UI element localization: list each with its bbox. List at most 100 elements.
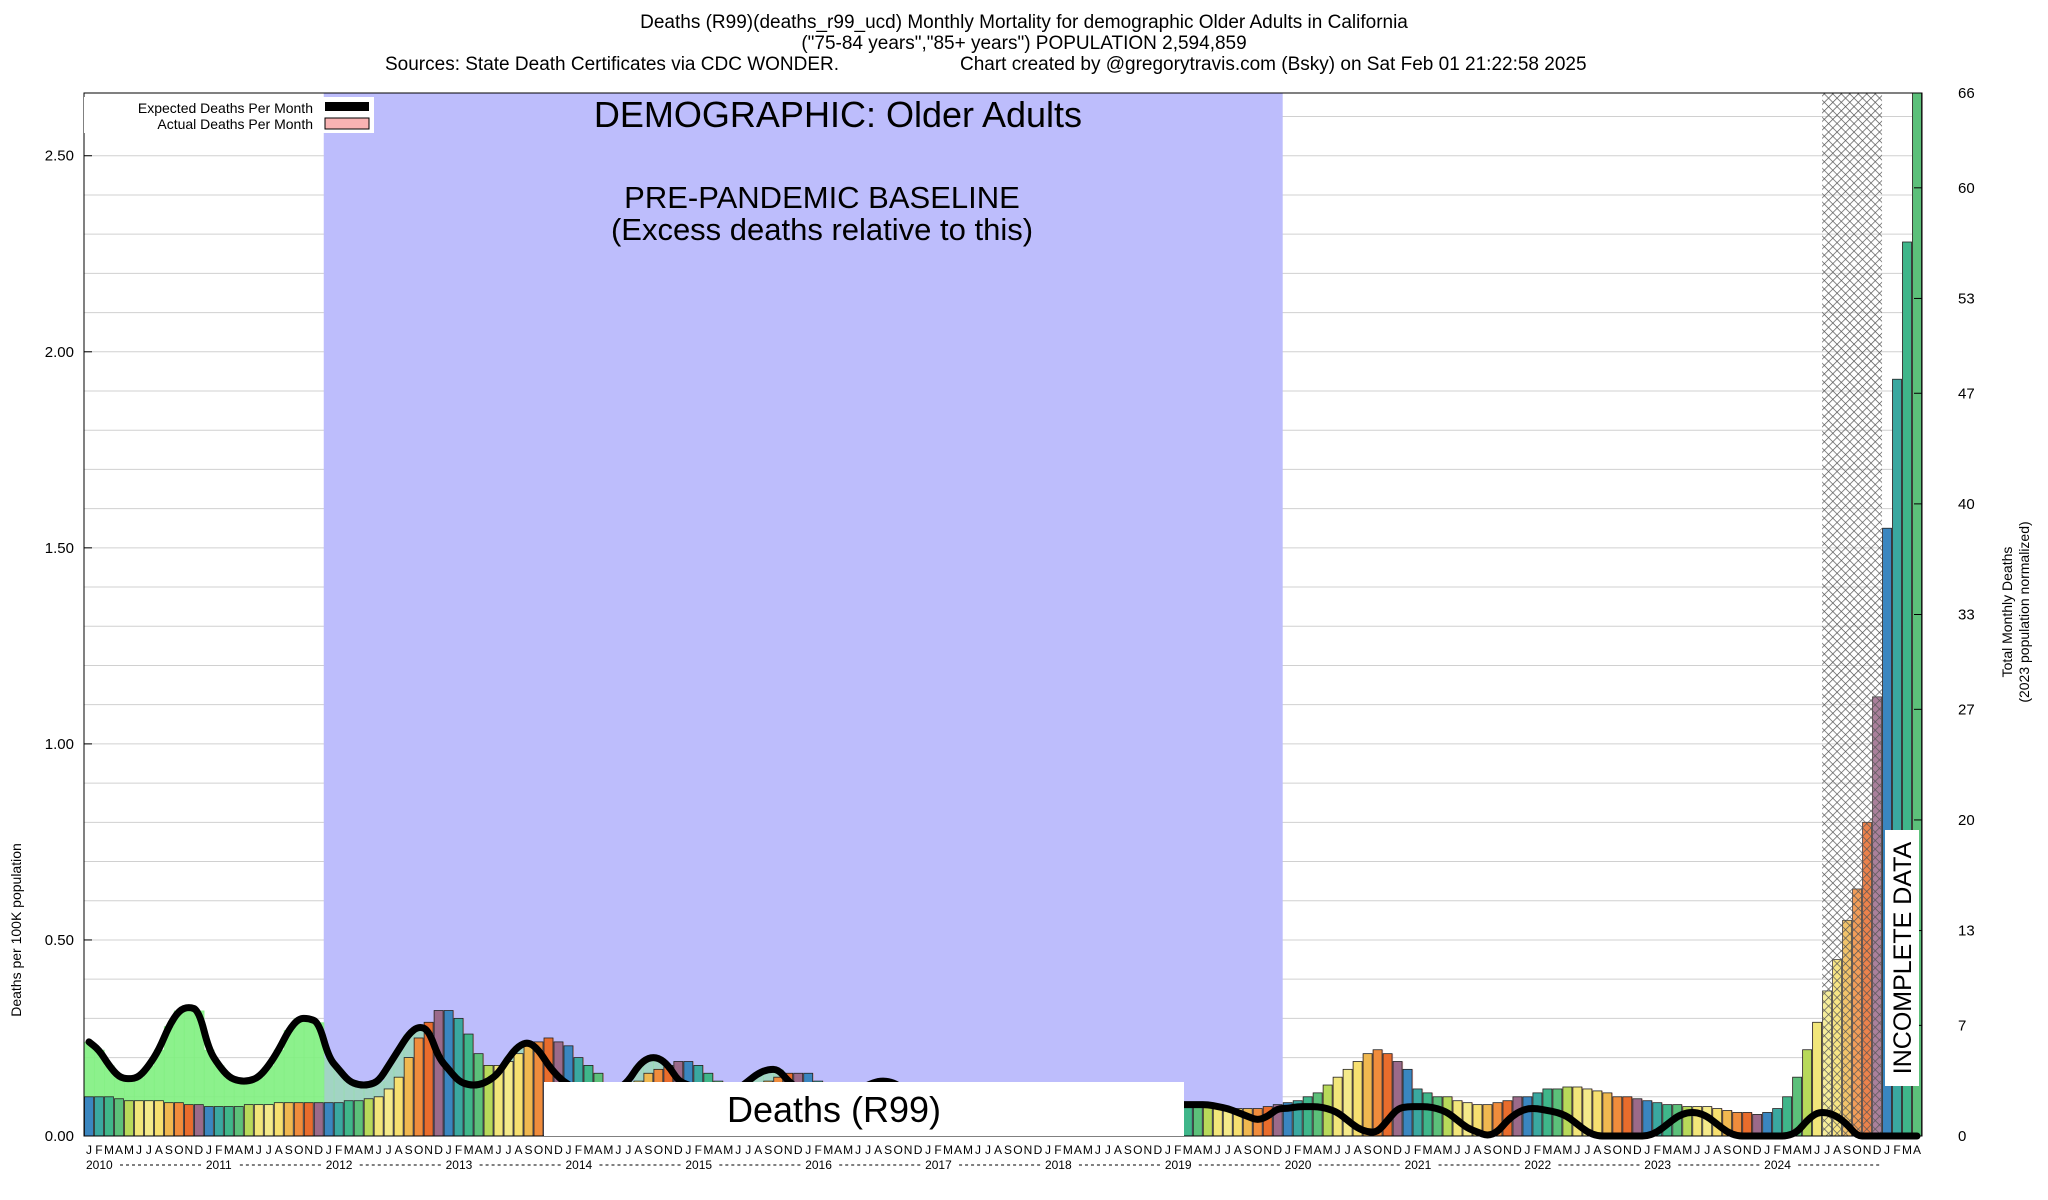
data-bar xyxy=(1392,1061,1403,1137)
below-expected-area xyxy=(253,1077,265,1105)
x-year-label: 2014 xyxy=(565,1158,592,1172)
below-expected-area xyxy=(103,1065,115,1097)
baseline-shade xyxy=(323,93,1283,1136)
below-expected-area xyxy=(233,1081,245,1107)
x-month-label: S xyxy=(1244,1143,1252,1157)
x-month-label: M xyxy=(1183,1143,1193,1157)
x-month-label: J xyxy=(1884,1143,1890,1157)
y-left-tick-label: 1.50 xyxy=(45,540,74,557)
x-month-label: J xyxy=(1704,1143,1710,1157)
x-month-label: M xyxy=(1682,1143,1692,1157)
data-bar xyxy=(154,1100,164,1137)
x-month-label: D xyxy=(914,1143,923,1157)
x-month-label: N xyxy=(185,1143,194,1157)
x-month-label: J xyxy=(146,1143,152,1157)
x-month-label: J xyxy=(985,1143,991,1157)
x-month-label: S xyxy=(1483,1143,1491,1157)
x-year-label: 2010 xyxy=(86,1158,113,1172)
y-right-tick-label: 40 xyxy=(1958,496,1975,513)
x-month-label: A xyxy=(1194,1143,1202,1157)
x-year-label: 2015 xyxy=(685,1158,712,1172)
x-month-label: A xyxy=(994,1143,1002,1157)
x-month-label: M xyxy=(1443,1143,1453,1157)
x-month-label: A xyxy=(1354,1143,1362,1157)
x-month-label: N xyxy=(1144,1143,1153,1157)
x-month-label: M xyxy=(464,1143,474,1157)
x-year-label: 2022 xyxy=(1524,1158,1551,1172)
x-month-label: O xyxy=(1733,1143,1742,1157)
data-bar xyxy=(323,1102,334,1137)
x-month-label: J xyxy=(1524,1143,1530,1157)
x-month-label: J xyxy=(1335,1143,1341,1157)
x-month-label: A xyxy=(515,1143,523,1157)
x-month-label: D xyxy=(1633,1143,1642,1157)
x-month-label: O xyxy=(774,1143,783,1157)
data-bar xyxy=(313,1102,324,1137)
x-month-label: M xyxy=(1423,1143,1433,1157)
x-month-label: S xyxy=(1124,1143,1132,1157)
data-bar xyxy=(124,1100,134,1137)
x-month-label: J xyxy=(1215,1143,1221,1157)
x-month-label: S xyxy=(405,1143,413,1157)
legend-actual-swatch xyxy=(324,117,370,130)
x-month-label: N xyxy=(544,1143,553,1157)
x-year-label: 2024 xyxy=(1764,1158,1791,1172)
x-month-label: S xyxy=(884,1143,892,1157)
x-year-label: 2013 xyxy=(446,1158,473,1172)
below-expected-area xyxy=(133,1077,145,1101)
data-bar xyxy=(1432,1096,1443,1137)
data-bar xyxy=(193,1104,204,1137)
x-month-label: J xyxy=(1165,1143,1171,1157)
x-month-label: M xyxy=(843,1143,853,1157)
x-month-label: F xyxy=(695,1143,702,1157)
data-bar xyxy=(84,1096,94,1137)
data-bar xyxy=(1632,1098,1643,1137)
x-month-label: A xyxy=(1673,1143,1681,1157)
y-axis-left-label: Deaths per 100K population xyxy=(8,843,24,1017)
x-month-label: O xyxy=(654,1143,663,1157)
x-month-label: J xyxy=(1464,1143,1470,1157)
below-expected-area xyxy=(763,1069,774,1082)
x-month-label: M xyxy=(1662,1143,1672,1157)
chart-subtitle: ("75-84 years","85+ years") POPULATION 2… xyxy=(801,33,1247,54)
x-month-label: O xyxy=(1373,1143,1382,1157)
below-expected-area xyxy=(403,1034,415,1058)
x-month-label: M xyxy=(1083,1143,1093,1157)
below-expected-area xyxy=(643,1057,654,1074)
x-month-label: J xyxy=(496,1143,502,1157)
x-month-label: J xyxy=(805,1143,811,1157)
data-bar xyxy=(233,1106,244,1137)
data-bar xyxy=(343,1100,354,1137)
x-year-label: 2016 xyxy=(805,1158,832,1172)
x-month-label: M xyxy=(603,1143,613,1157)
x-month-label: J xyxy=(735,1143,741,1157)
x-month-label: M xyxy=(104,1143,114,1157)
x-month-label: A xyxy=(1793,1143,1801,1157)
data-bar xyxy=(383,1088,394,1137)
x-month-label: J xyxy=(975,1143,981,1157)
x-month-label: S xyxy=(1364,1143,1372,1157)
x-month-label: A xyxy=(1074,1143,1082,1157)
x-month-label: J xyxy=(1045,1143,1051,1157)
y-right-tick-label: 0 xyxy=(1958,1128,1966,1145)
x-month-label: F xyxy=(1654,1143,1661,1157)
data-bar xyxy=(1302,1096,1313,1137)
below-expected-area xyxy=(183,1006,195,1105)
data-bar xyxy=(373,1096,384,1137)
x-month-label: A xyxy=(115,1143,123,1157)
incomplete-data-label: INCOMPLETE DATA xyxy=(1889,841,1917,1074)
x-month-label: A xyxy=(275,1143,283,1157)
y-left-tick-label: 2.00 xyxy=(45,344,74,361)
x-month-label: A xyxy=(1473,1143,1481,1157)
y-left-tick-label: 1.00 xyxy=(45,736,74,753)
data-bar xyxy=(403,1057,414,1137)
x-month-label: A xyxy=(1833,1143,1841,1157)
x-month-label: M xyxy=(224,1143,234,1157)
y-right-tick-label: 20 xyxy=(1958,812,1975,829)
x-month-label: M xyxy=(1902,1143,1912,1157)
below-expected-area xyxy=(143,1065,155,1101)
x-month-label: J xyxy=(1764,1143,1770,1157)
below-expected-area xyxy=(213,1065,225,1107)
below-expected-area xyxy=(413,1026,425,1038)
x-month-label: M xyxy=(1063,1143,1073,1157)
